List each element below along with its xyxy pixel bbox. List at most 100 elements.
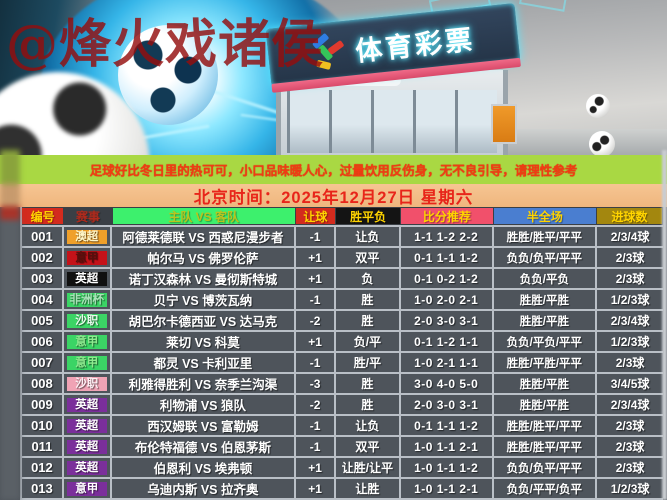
notice-text: 足球好比冬日里的热可可，小口品味暖人心，过量饮用反伤身，无不良引导，请理性参考 — [89, 164, 578, 178]
handicap: +1 — [296, 248, 337, 267]
handicap: +1 — [296, 458, 337, 477]
table-row: 003 英超 诺丁汉森林 VS 曼彻斯特城 +1 负 0-1 0-2 1-2 负… — [22, 267, 663, 288]
goals-recommendation: 1/2/3球 — [610, 335, 650, 349]
handicap: -1 — [296, 416, 337, 435]
wdl-recommendation: 胜 — [336, 290, 401, 309]
half-full-recommendation: 负负/平负 — [494, 269, 598, 288]
lottery-storefront: 体彩票 体育彩票 — [265, 3, 521, 155]
half-full-recommendation: 胜胜/平胜 — [494, 311, 598, 330]
storefront-windows — [287, 90, 497, 153]
league-badge: 意甲 — [66, 334, 107, 349]
match-id: 004 — [22, 290, 64, 309]
teams: 利物浦 VS 狼队 — [112, 395, 297, 414]
header-teams: 主队 VS 客队 — [112, 208, 295, 224]
soccer-ball-icon — [586, 94, 610, 118]
table-row: 011 英超 布伦特福德 VS 伯恩茅斯 -1 双平 1-0 1-1 2-1 胜… — [22, 435, 663, 456]
table-row: 013 意甲 乌迪内斯 VS 拉齐奥 +1 让胜 1-0 1-1 2-1 负负/… — [22, 477, 663, 498]
handicap: -2 — [296, 311, 337, 330]
right-blur-border — [662, 150, 667, 500]
header-handicap: 让球 — [295, 208, 336, 224]
table-row: 010 英超 西汉姆联 VS 富勒姆 -1 让负 0-1 1-1 1-2 胜胜/… — [22, 414, 663, 435]
league-cell: 沙职 — [64, 374, 112, 393]
handicap: +1 — [296, 479, 337, 498]
score-recommendation: 1-0 2-1 1-1 — [401, 353, 494, 372]
table-row: 014 沙职 吉达联合 VS 利雅得青年 -1 胜 1-0 2-0 2-1 胜胜… — [22, 498, 663, 500]
notice-bar: 足球好比冬日里的热可可，小口品味暖人心，过量饮用反伤身，无不良引导，请理性参考 — [0, 155, 667, 184]
handicap: -1 — [296, 290, 337, 309]
league-badge: 意甲 — [66, 355, 107, 370]
teams: 伯恩利 VS 埃弗顿 — [112, 458, 297, 477]
table-row: 004 非洲杯 贝宁 VS 博茨瓦纳 -1 胜 1-0 2-0 2-1 胜胜/平… — [22, 288, 663, 309]
match-id: 008 — [22, 374, 64, 393]
half-full-recommendation: 胜胜/平胜 — [494, 395, 598, 414]
table-row: 008 沙职 利雅得胜利 VS 奈季兰沟渠 -3 胜 3-0 4-0 5-0 胜… — [22, 372, 663, 393]
league-cell: 意甲 — [64, 332, 112, 351]
half-full-recommendation: 负负/平负/平平 — [494, 332, 598, 351]
half-full-recommendation: 胜胜/胜平/平平 — [494, 416, 598, 435]
match-id: 010 — [22, 416, 64, 435]
score-recommendation: 0-1 0-2 1-2 — [401, 269, 494, 288]
teams: 布伦特福德 VS 伯恩茅斯 — [112, 437, 297, 456]
half-full-recommendation: 负负/负平/平平 — [494, 248, 598, 267]
league-cell: 非洲杯 — [64, 290, 112, 309]
table-row: 009 英超 利物浦 VS 狼队 -2 胜 2-0 3-0 3-1 胜胜/平胜 … — [22, 393, 663, 414]
score-recommendation: 2-0 3-0 3-1 — [401, 395, 494, 414]
teams: 帕尔马 VS 佛罗伦萨 — [112, 248, 297, 267]
score-recommendation: 0-1 1-2 1-1 — [401, 332, 494, 351]
match-id: 005 — [22, 311, 64, 330]
league-cell: 英超 — [64, 437, 112, 456]
half-full-recommendation: 胜胜/胜平/平平 — [494, 437, 598, 456]
wdl-recommendation: 胜 — [336, 395, 401, 414]
header-goals: 进球数 — [597, 208, 662, 224]
header-score: 比分推荐 — [401, 208, 493, 224]
wdl-recommendation: 双平 — [336, 437, 401, 456]
match-id: 006 — [22, 332, 64, 351]
league-badge: 沙职 — [66, 313, 107, 328]
goals-recommendation: 2/3/4球 — [610, 230, 650, 244]
half-full-recommendation: 负负/平平/负平 — [494, 479, 598, 498]
score-recommendation: 1-0 2-0 2-1 — [401, 290, 494, 309]
score-recommendation: 1-1 1-2 2-2 — [401, 227, 494, 246]
match-table: 编号 赛事 主队 VS 客队 让球 胜平负 比分推荐 半全场 进球数 001 澳… — [20, 207, 663, 500]
watermark-text: @烽火戏诸侯 — [6, 14, 325, 75]
half-full-recommendation: 胜胜/胜平/平平 — [494, 227, 598, 246]
table-row: 002 意甲 帕尔马 VS 佛罗伦萨 +1 双平 0-1 1-1 1-2 负负/… — [22, 246, 663, 267]
match-id: 003 — [22, 269, 64, 288]
league-badge: 英超 — [66, 439, 107, 454]
wdl-recommendation: 双平 — [336, 248, 401, 267]
left-blur-border — [0, 150, 20, 500]
match-id: 011 — [22, 437, 64, 456]
score-recommendation: 1-0 1-1 1-2 — [401, 458, 494, 477]
neon-fragment — [518, 0, 568, 12]
match-id: 001 — [22, 227, 64, 246]
table-header-row: 编号 赛事 主队 VS 客队 让球 胜平负 比分推荐 半全场 进球数 — [22, 207, 663, 225]
wdl-recommendation: 胜 — [336, 374, 401, 393]
half-full-recommendation: 胜胜/平胜 — [494, 374, 598, 393]
league-cell: 意甲 — [64, 248, 112, 267]
goals-recommendation: 2/3球 — [615, 356, 645, 370]
header-league: 赛事 — [64, 208, 112, 224]
score-recommendation: 2-0 3-0 3-1 — [401, 311, 494, 330]
wdl-recommendation: 让胜 — [336, 479, 401, 498]
table-row: 001 澳超 阿德莱德联 VS 西惑尼漫步者 -1 让负 1-1 1-2 2-2… — [22, 225, 663, 246]
wdl-recommendation: 胜/平 — [336, 353, 401, 372]
league-cell: 意甲 — [64, 353, 112, 372]
goals-recommendation: 2/3球 — [615, 251, 645, 265]
league-badge: 英超 — [66, 271, 107, 286]
goals-recommendation: 2/3球 — [615, 461, 645, 475]
match-id: 012 — [22, 458, 64, 477]
table-body: 001 澳超 阿德莱德联 VS 西惑尼漫步者 -1 让负 1-1 1-2 2-2… — [22, 225, 663, 500]
handicap: -1 — [296, 353, 337, 372]
league-cell: 意甲 — [64, 479, 112, 498]
teams: 都灵 VS 卡利亚里 — [112, 353, 297, 372]
score-recommendation: 0-1 1-1 1-2 — [401, 416, 494, 435]
league-cell: 沙职 — [64, 311, 112, 330]
match-id: 013 — [22, 479, 64, 498]
match-id: 002 — [22, 248, 64, 267]
soccer-ball-icon — [118, 25, 218, 125]
score-recommendation: 3-0 4-0 5-0 — [401, 374, 494, 393]
score-recommendation: 1-0 1-1 2-1 — [401, 437, 494, 456]
wdl-recommendation: 胜 — [336, 311, 401, 330]
teams: 乌迪内斯 VS 拉齐奥 — [112, 479, 297, 498]
